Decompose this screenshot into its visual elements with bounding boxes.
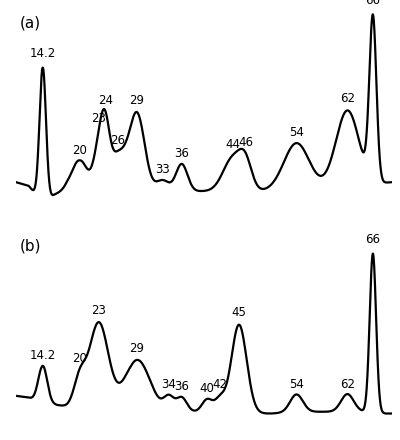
Text: 66: 66 — [365, 0, 380, 7]
Text: 54: 54 — [289, 378, 304, 391]
Text: 20: 20 — [72, 144, 87, 157]
Text: 46: 46 — [238, 136, 253, 149]
Text: 26: 26 — [110, 134, 126, 147]
Text: 23: 23 — [92, 304, 106, 317]
Text: 20: 20 — [72, 352, 87, 365]
Text: 45: 45 — [232, 306, 246, 319]
Text: 34: 34 — [162, 378, 176, 391]
Text: 29: 29 — [130, 94, 144, 107]
Text: 14.2: 14.2 — [30, 48, 56, 60]
Text: 44: 44 — [225, 139, 240, 151]
Text: 36: 36 — [174, 380, 189, 393]
Text: 54: 54 — [289, 126, 304, 139]
Text: 14.2: 14.2 — [30, 349, 56, 362]
Text: 29: 29 — [130, 341, 144, 355]
Text: 36: 36 — [174, 147, 189, 160]
Text: (b): (b) — [20, 239, 41, 254]
Text: 62: 62 — [340, 92, 355, 105]
Text: 33: 33 — [155, 163, 170, 176]
Text: (a): (a) — [20, 15, 41, 30]
Text: 40: 40 — [200, 382, 215, 395]
Text: 66: 66 — [365, 234, 380, 246]
Text: 23: 23 — [92, 112, 106, 125]
Text: 42: 42 — [212, 378, 228, 391]
Text: 24: 24 — [98, 94, 113, 107]
Text: 62: 62 — [340, 378, 355, 391]
